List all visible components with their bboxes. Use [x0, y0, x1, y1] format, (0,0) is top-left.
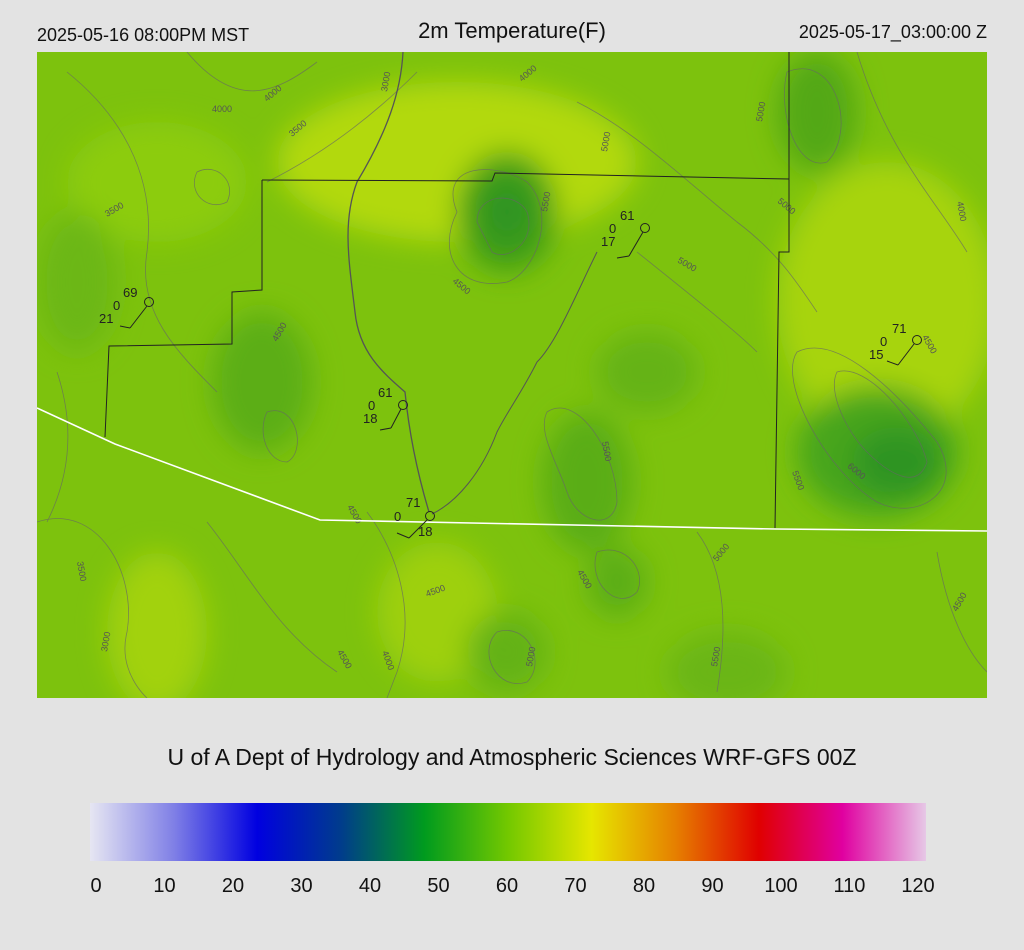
credit-label: U of A Dept of Hydrology and Atmospheric… — [167, 744, 857, 770]
temperature-map: 3000 3000 3500 3500 3500 4000 4000 4000 … — [37, 52, 987, 698]
station-marker[interactable]: 69 0 21 — [99, 285, 154, 329]
station-temp: 71 — [892, 321, 906, 336]
station-temp: 69 — [123, 285, 137, 300]
station-marker[interactable]: 71 0 15 — [869, 321, 922, 366]
svg-text:5500: 5500 — [709, 646, 722, 667]
colorbar-tick-label: 90 — [701, 875, 724, 897]
station-precip: 0 — [113, 298, 120, 313]
svg-text:4000: 4000 — [212, 104, 232, 114]
colorbar-tick-label: 70 — [564, 875, 587, 897]
station-temp: 61 — [620, 208, 634, 223]
svg-text:4000: 4000 — [955, 201, 968, 222]
river — [347, 52, 430, 513]
station-dewpoint: 21 — [99, 311, 113, 326]
colorbar-tick-label: 50 — [427, 875, 450, 897]
station-dewpoint: 18 — [363, 411, 377, 426]
colorbar-tick-label: 40 — [358, 875, 382, 897]
station-precip: 0 — [880, 334, 887, 349]
svg-text:3500: 3500 — [75, 561, 88, 582]
station-marker[interactable]: 61 0 18 — [363, 385, 408, 431]
station-precip: 0 — [368, 398, 375, 413]
svg-text:3000: 3000 — [379, 71, 392, 92]
state-boundary — [37, 407, 987, 532]
svg-text:5500: 5500 — [600, 441, 613, 462]
svg-text:5000: 5000 — [599, 131, 612, 152]
svg-text:5000: 5000 — [754, 101, 767, 122]
station-marker[interactable]: 71 0 18 — [394, 495, 435, 539]
svg-text:5000: 5000 — [524, 646, 537, 667]
local-time-label: 2025-05-16 08:00PM MST — [37, 25, 250, 45]
colorbar-tick-label: 10 — [153, 875, 176, 897]
tributary — [431, 251, 598, 515]
station-marker[interactable]: 61 0 17 — [601, 208, 650, 259]
colorbar-tick-label: 60 — [495, 875, 519, 897]
utc-time-label: 2025-05-17_03:00:00 Z — [798, 22, 987, 42]
station-dewpoint: 18 — [418, 524, 432, 539]
colorbar-tick-label: 80 — [632, 875, 656, 897]
station-temp: 71 — [406, 495, 420, 510]
svg-text:3000: 3000 — [99, 631, 112, 652]
station-dewpoint: 17 — [601, 234, 615, 249]
svg-text:5500: 5500 — [539, 191, 552, 212]
colorbar-tick-label: 100 — [764, 875, 798, 897]
elevation-contours — [37, 52, 987, 698]
station-precip: 0 — [394, 509, 401, 524]
colorbar-tick-label: 110 — [833, 875, 866, 897]
colorbar-tick-label: 120 — [901, 875, 935, 897]
colorbar-tick-label: 0 — [90, 875, 102, 897]
colorbar-tick-label: 30 — [290, 875, 313, 897]
temperature-colorbar — [90, 803, 926, 861]
map-title: 2m Temperature(F) — [418, 18, 606, 43]
station-dewpoint: 15 — [869, 347, 883, 362]
temperature-field — [37, 52, 987, 698]
station-temp: 61 — [378, 385, 392, 400]
station-precip: 0 — [609, 221, 616, 236]
county-boundaries — [104, 52, 790, 529]
colorbar-tick-label: 20 — [221, 875, 245, 897]
